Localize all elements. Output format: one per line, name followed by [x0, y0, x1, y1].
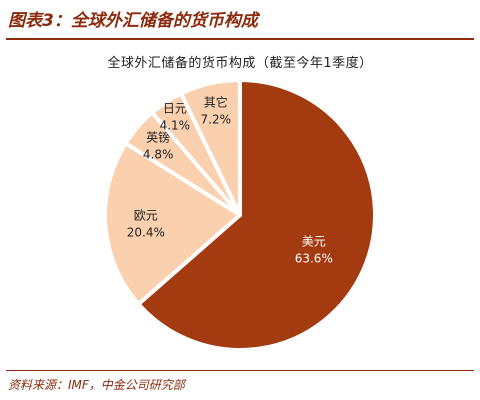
pie-slice-2 [103, 141, 242, 307]
slice-value-label-1: 63.6% [295, 251, 333, 265]
slice-label-2: 欧元 [134, 209, 158, 223]
slice-value-label-2: 20.4% [127, 226, 165, 240]
slice-label-1: 美元 [302, 234, 326, 248]
figure-caption: 图表3：全球外汇储备的货币构成 [8, 11, 258, 31]
source-note: 资料来源：IMF，中金公司研究部 [8, 378, 185, 392]
slice-value-label-4: 4.1% [160, 119, 191, 133]
slice-value-label-5: 7.2% [201, 113, 232, 127]
slice-label-3: 英镑 [146, 130, 170, 145]
pie-slice-1 [136, 78, 377, 352]
bottom-rule [6, 370, 474, 371]
top-rule [6, 38, 474, 40]
pie-slice-5 [179, 78, 242, 217]
slice-value-label-3: 4.8% [143, 148, 174, 162]
slice-label-4: 日元 [163, 102, 187, 116]
chart-title: 全球外汇储备的货币构成（截至今年1季度） [107, 56, 373, 71]
slice-label-5: 其它 [204, 95, 228, 110]
